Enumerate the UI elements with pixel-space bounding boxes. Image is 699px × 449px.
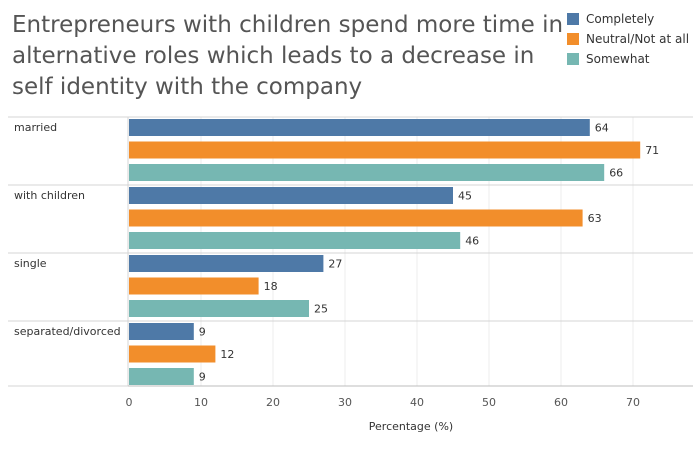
x-tick-label: 70 — [626, 396, 640, 409]
x-tick-label: 50 — [482, 396, 496, 409]
bar — [129, 232, 461, 249]
bar — [129, 187, 453, 204]
data-label: 9 — [199, 371, 206, 384]
data-label: 71 — [645, 144, 659, 157]
x-tick-label: 10 — [194, 396, 208, 409]
data-label: 46 — [465, 235, 479, 248]
category-label: separated/divorced — [14, 325, 121, 338]
category-label: married — [14, 121, 57, 134]
bar — [129, 141, 641, 159]
legend-swatch — [567, 33, 579, 45]
bar — [129, 255, 324, 272]
data-label: 25 — [314, 303, 328, 316]
bar — [129, 323, 194, 340]
x-axis-title: Percentage (%) — [369, 420, 453, 433]
bar — [129, 164, 605, 181]
x-tick-label: 40 — [410, 396, 424, 409]
x-tick-label: 0 — [126, 396, 133, 409]
category-label: single — [14, 257, 47, 270]
data-label: 18 — [264, 280, 278, 293]
data-label: 66 — [609, 167, 623, 180]
legend-item-completely: Completely — [567, 9, 689, 29]
data-label: 9 — [199, 326, 206, 339]
legend-swatch — [567, 13, 579, 25]
legend-swatch — [567, 53, 579, 65]
bar — [129, 345, 216, 363]
data-label: 12 — [220, 348, 234, 361]
chart-title: Entrepreneurs with children spend more t… — [12, 12, 564, 100]
legend-label: Completely — [586, 12, 655, 26]
data-label: 64 — [595, 122, 609, 135]
bar — [129, 277, 259, 295]
legend: Completely Neutral/Not at all Somewhat — [567, 9, 689, 69]
legend-item-somewhat: Somewhat — [567, 49, 689, 69]
category-label: with children — [14, 189, 85, 202]
data-label: 45 — [458, 190, 472, 203]
data-label: 27 — [328, 258, 342, 271]
data-label: 63 — [588, 212, 602, 225]
legend-label: Somewhat — [586, 52, 650, 66]
bar — [129, 119, 590, 136]
x-tick-label: 30 — [338, 396, 352, 409]
bar — [129, 300, 309, 317]
x-tick-label: 20 — [266, 396, 280, 409]
legend-item-neutral-not-at-all: Neutral/Not at all — [567, 29, 689, 49]
bar — [129, 368, 194, 385]
legend-label: Neutral/Not at all — [586, 32, 690, 46]
x-tick-label: 60 — [554, 396, 568, 409]
bar — [129, 209, 583, 227]
